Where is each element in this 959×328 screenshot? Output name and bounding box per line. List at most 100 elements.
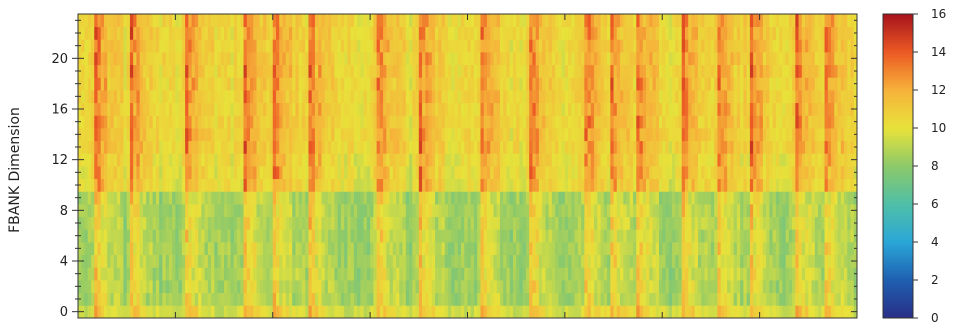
heatmap-cell [185, 26, 189, 40]
heatmap-cell [103, 267, 108, 281]
heatmap-cell [590, 77, 595, 91]
heatmap-cell [383, 204, 387, 218]
heatmap-cell [211, 178, 215, 192]
heatmap-cell [298, 52, 303, 66]
heatmap-cell [165, 140, 170, 154]
heatmap-cell [227, 153, 231, 167]
heatmap-cell [230, 26, 235, 40]
heatmap-cell [97, 204, 102, 218]
heatmap-cell [535, 64, 540, 78]
heatmap-cell [402, 292, 407, 306]
heatmap-cell [288, 52, 293, 66]
heatmap-cell [639, 292, 644, 306]
heatmap-cell [493, 115, 498, 129]
heatmap-cell [87, 52, 92, 66]
heatmap-cell [493, 26, 498, 40]
heatmap-cell [90, 178, 95, 192]
heatmap-cell [402, 178, 407, 192]
heatmap-cell [279, 102, 283, 116]
heatmap-cell [363, 90, 368, 104]
heatmap-cell [373, 77, 378, 91]
heatmap-cell [334, 216, 339, 230]
heatmap-cell [243, 216, 248, 230]
heatmap-cell [607, 39, 611, 53]
heatmap-cell [246, 305, 251, 319]
heatmap-cell [662, 280, 666, 294]
heatmap-cell [548, 191, 553, 205]
heatmap-cell [662, 64, 666, 78]
heatmap-cell [305, 39, 309, 53]
heatmap-cell [350, 14, 355, 28]
heatmap-cell [269, 52, 274, 66]
heatmap-cell [370, 204, 374, 218]
heatmap-cell [454, 90, 459, 104]
heatmap-cell [149, 153, 154, 167]
heatmap-cell [499, 102, 504, 116]
heatmap-cell [422, 115, 426, 129]
heatmap-cell [318, 292, 322, 306]
heatmap-cell [623, 52, 627, 66]
heatmap-cell [253, 90, 257, 104]
heatmap-cell [746, 204, 751, 218]
heatmap-cell [435, 254, 439, 268]
heatmap-cell [736, 204, 741, 218]
heatmap-cell [422, 52, 426, 66]
heatmap-cell [710, 153, 715, 167]
heatmap-cell [571, 191, 576, 205]
heatmap-cell [720, 140, 725, 154]
heatmap-cell [590, 102, 595, 116]
heatmap-cell [558, 52, 563, 66]
heatmap-cell [172, 140, 176, 154]
heatmap-cell [665, 280, 670, 294]
heatmap-cell [697, 39, 702, 53]
heatmap-cell [607, 153, 611, 167]
heatmap-cell [509, 267, 514, 281]
heatmap-cell [532, 292, 537, 306]
heatmap-cell [535, 102, 540, 116]
heatmap-cell [220, 64, 225, 78]
heatmap-cell [736, 267, 741, 281]
heatmap-cell [360, 166, 365, 180]
heatmap-cell [194, 178, 199, 192]
heatmap-cell [181, 280, 186, 294]
heatmap-cell [301, 128, 306, 142]
heatmap-cell [340, 52, 345, 66]
heatmap-cell [178, 254, 183, 268]
heatmap-cell [707, 115, 712, 129]
heatmap-cell [155, 39, 160, 53]
heatmap-cell [292, 267, 296, 281]
heatmap-cell [499, 77, 504, 91]
heatmap-cell [194, 153, 199, 167]
heatmap-cell [376, 77, 381, 91]
heatmap-cell [607, 242, 611, 256]
heatmap-cell [480, 153, 485, 167]
heatmap-cell [84, 90, 89, 104]
heatmap-cell [496, 102, 501, 116]
heatmap-cell [425, 280, 429, 294]
heatmap-cell [279, 166, 283, 180]
heatmap-cell [357, 267, 361, 281]
heatmap-cell [207, 254, 212, 268]
heatmap-cell [587, 39, 592, 53]
heatmap-cell [506, 102, 511, 116]
heatmap-cell [373, 178, 378, 192]
heatmap-cell [662, 254, 666, 268]
heatmap-cell [246, 14, 251, 28]
heatmap-cell [266, 90, 270, 104]
heatmap-cell [561, 140, 566, 154]
heatmap-cell [383, 115, 387, 129]
heatmap-cell [425, 153, 429, 167]
heatmap-cell [120, 64, 124, 78]
heatmap-cell [350, 128, 355, 142]
heatmap-cell [113, 52, 118, 66]
heatmap-cell [529, 153, 533, 167]
heatmap-cell [532, 280, 537, 294]
heatmap-cell [97, 153, 102, 167]
heatmap-cell [314, 267, 319, 281]
heatmap-cell [610, 39, 614, 53]
heatmap-cell [457, 128, 462, 142]
heatmap-cell [538, 292, 543, 306]
heatmap-cell [392, 102, 397, 116]
heatmap-cell [376, 229, 381, 243]
heatmap-cell [652, 115, 657, 129]
